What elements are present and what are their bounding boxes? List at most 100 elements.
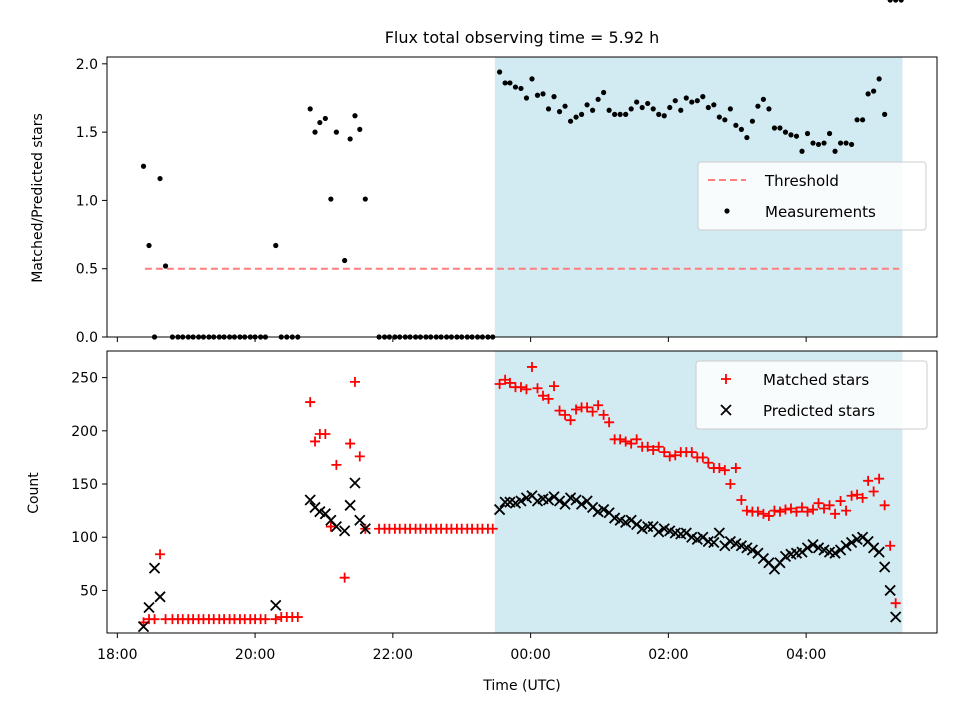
matched-star-point bbox=[813, 498, 824, 509]
y-tick-label: 1.5 bbox=[76, 125, 98, 141]
measurement-point bbox=[810, 140, 816, 146]
measurement-point bbox=[617, 111, 623, 117]
predicted-star-point bbox=[879, 561, 891, 573]
matched-star-point bbox=[670, 450, 681, 461]
matched-star-point bbox=[310, 436, 321, 447]
matched-star-point bbox=[808, 504, 819, 515]
measurement-point bbox=[507, 80, 513, 86]
matched-star-point bbox=[664, 451, 675, 462]
measurement-point bbox=[601, 89, 607, 96]
legend-predicted-marker bbox=[720, 404, 732, 416]
measurement-point bbox=[876, 76, 882, 82]
bottom-y-axis-label: Count bbox=[26, 472, 42, 514]
predicted-star-point bbox=[542, 494, 555, 506]
matched-star-point bbox=[780, 504, 791, 515]
matched-star-point bbox=[631, 434, 642, 445]
measurement-point bbox=[766, 106, 772, 112]
matched-star-point bbox=[885, 540, 896, 551]
x-tick-label: 02:00 bbox=[648, 647, 688, 663]
measurement-point bbox=[523, 95, 530, 101]
legend-box bbox=[697, 161, 927, 231]
legend-measurement-marker bbox=[724, 208, 730, 214]
measurement-point bbox=[760, 96, 767, 102]
matched-star-point bbox=[504, 377, 515, 388]
matched-star-point bbox=[763, 510, 774, 521]
matched-star-point bbox=[824, 500, 835, 511]
y-tick-label: 0.5 bbox=[76, 262, 98, 278]
matched-star-point bbox=[730, 463, 741, 474]
measurement-point bbox=[843, 140, 849, 146]
matched-star-point bbox=[736, 494, 747, 505]
legend-label: Matched stars bbox=[763, 371, 869, 389]
matched-star-point bbox=[846, 490, 857, 501]
measurement-point bbox=[645, 100, 651, 107]
measurement-point bbox=[821, 140, 827, 146]
matched-star-point bbox=[868, 486, 879, 497]
measurement-point bbox=[333, 129, 339, 135]
matched-star-point bbox=[758, 508, 769, 519]
predicted-star-point bbox=[597, 503, 610, 516]
measurement-point bbox=[755, 103, 761, 109]
measurement-point bbox=[705, 104, 711, 111]
measurement-point bbox=[882, 111, 888, 117]
matched-star-point bbox=[349, 376, 360, 387]
measurement-point bbox=[567, 118, 574, 124]
matched-star-point bbox=[785, 503, 796, 514]
matched-star-point bbox=[325, 521, 336, 532]
matched-star-point bbox=[857, 492, 868, 503]
axes-frame bbox=[106, 56, 938, 338]
measurement-point bbox=[744, 134, 750, 141]
legend-label: Measurements bbox=[765, 203, 876, 221]
predicted-star-point bbox=[143, 601, 155, 614]
matched-star-point bbox=[543, 393, 554, 404]
legend-box bbox=[695, 360, 928, 430]
measurement-point bbox=[826, 130, 833, 137]
matched-star-point bbox=[626, 438, 637, 449]
measurement-point bbox=[590, 107, 596, 113]
matched-star-point bbox=[494, 378, 505, 389]
x-tick-label: 22:00 bbox=[373, 647, 413, 663]
predicted-star-point bbox=[148, 562, 161, 574]
measurement-point bbox=[540, 91, 546, 97]
measurement-point bbox=[584, 102, 590, 108]
predicted-star-point bbox=[349, 477, 361, 489]
measurement-point bbox=[512, 84, 519, 90]
measurement-point bbox=[518, 85, 524, 92]
matched-star-point bbox=[260, 614, 271, 625]
predicted-star-point bbox=[515, 495, 527, 507]
predicted-star-point bbox=[330, 520, 343, 533]
measurement-point bbox=[887, 0, 893, 3]
measurement-point bbox=[146, 242, 152, 249]
matched-star-point bbox=[796, 502, 807, 513]
measurement-point bbox=[678, 107, 684, 113]
matched-star-point bbox=[587, 406, 598, 417]
measurement-point bbox=[534, 92, 541, 98]
y-tick-label: 2.0 bbox=[76, 57, 98, 73]
matched-star-point bbox=[305, 397, 316, 408]
matched-star-point bbox=[703, 457, 714, 468]
measurement-point bbox=[749, 118, 756, 124]
measurement-point bbox=[865, 91, 871, 97]
y-tick-label: 250 bbox=[71, 371, 98, 387]
matched-star-point bbox=[549, 381, 560, 392]
predicted-star-point bbox=[653, 526, 665, 538]
predicted-star-point bbox=[807, 539, 819, 551]
measurement-point bbox=[898, 0, 904, 3]
matched-star-point bbox=[769, 505, 780, 516]
matched-star-point bbox=[697, 452, 708, 463]
predicted-star-point bbox=[873, 546, 885, 558]
measurement-point bbox=[529, 76, 535, 82]
matched-star-point bbox=[890, 598, 901, 609]
measurement-point bbox=[733, 122, 739, 128]
matched-star-point bbox=[354, 451, 365, 462]
matched-star-point bbox=[560, 409, 571, 420]
matched-star-point bbox=[521, 384, 532, 395]
measurement-point bbox=[650, 106, 656, 112]
bottom-panel: 50 100 150 200 250 18:00 20:00 22:00 00:00 02:00 0… bbox=[71, 351, 938, 663]
matched-star-point bbox=[339, 572, 350, 583]
measurement-point bbox=[683, 95, 689, 101]
predicted-star-point bbox=[553, 495, 566, 507]
y-tick-label: 50 bbox=[80, 583, 98, 599]
measurement-point bbox=[634, 99, 640, 105]
